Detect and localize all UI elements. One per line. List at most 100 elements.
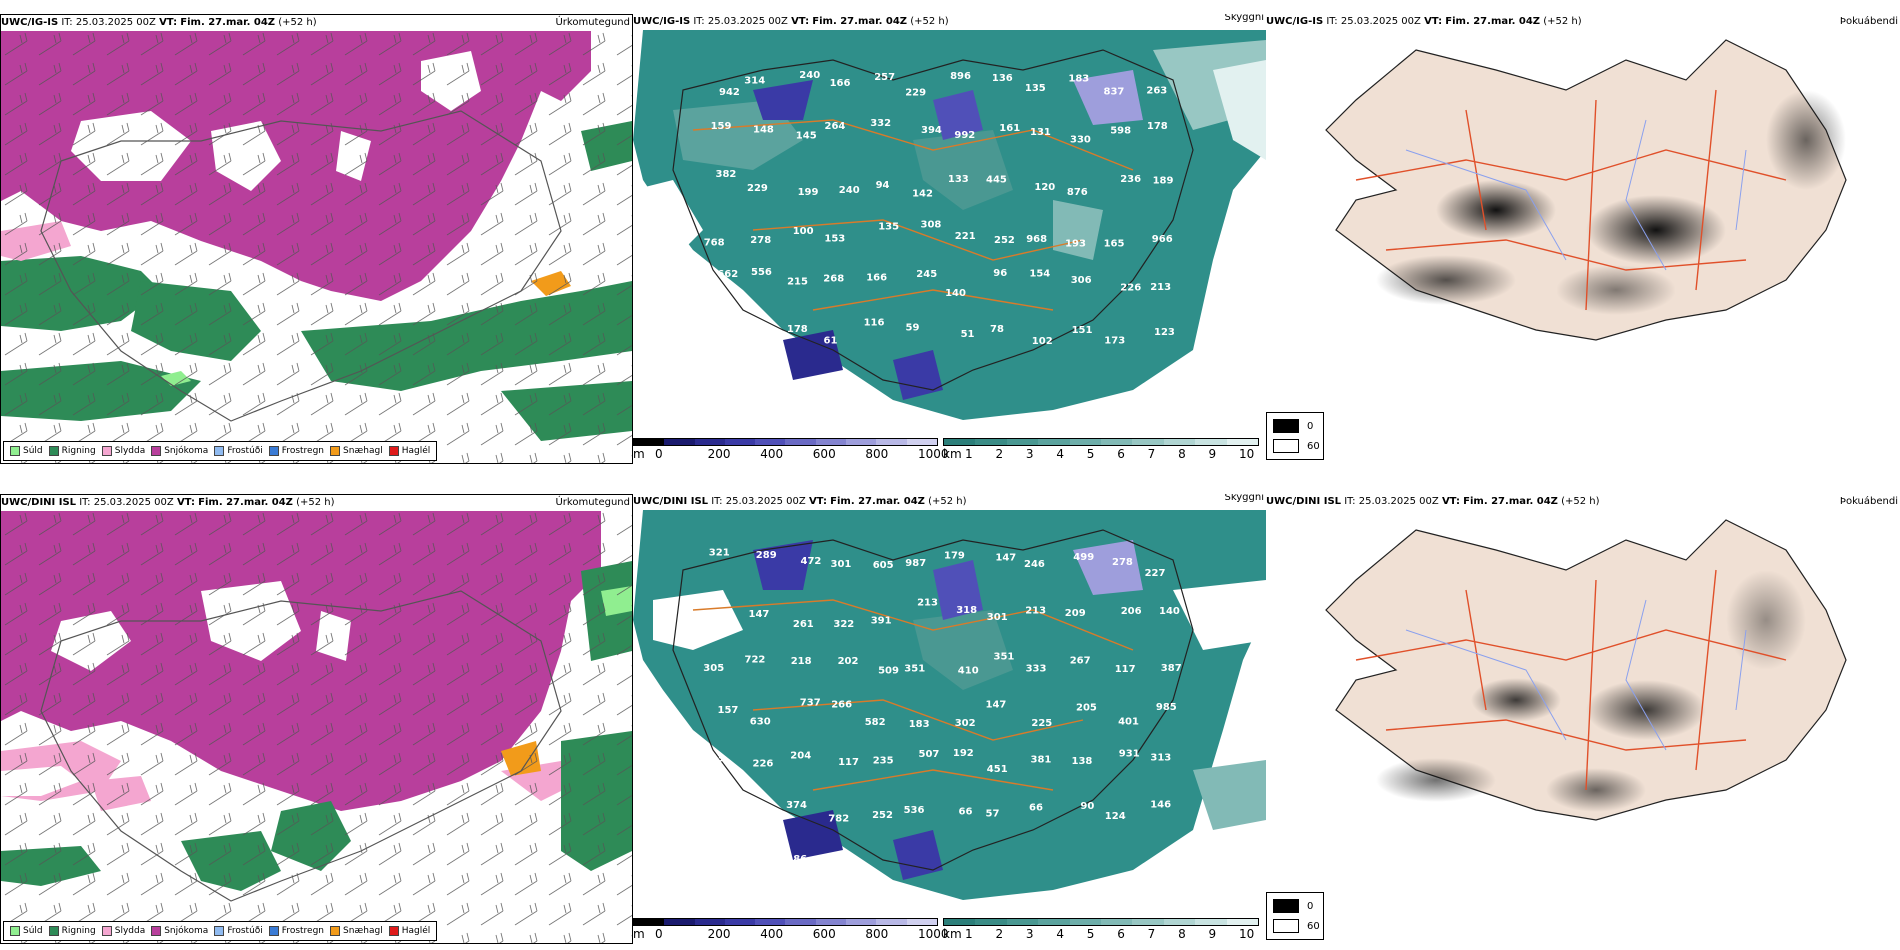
cloud-base-label: 124 [1105, 811, 1126, 822]
cloud-base-label: 142 [912, 188, 933, 199]
legend-label: Frostregn [281, 446, 325, 456]
fog-legend: 0 60 [1266, 892, 1324, 940]
visibility-colorbar: km 1 2 3 4 5 6 7 8 9 10 [943, 438, 1259, 462]
cloud-base-label: 246 [1024, 559, 1045, 570]
cloud-base-label: 605 [873, 560, 894, 571]
fog-legend-label: 60 [1307, 440, 1320, 452]
cloud-base-label: 394 [921, 125, 942, 136]
precip-type-legend: Súld Rigning Slydda Snjókoma Frostúði Fr… [3, 441, 438, 461]
cloud-base-label: 120 [1034, 182, 1055, 193]
cloud-base-label: 66 [959, 806, 973, 817]
legend-swatch [10, 446, 20, 456]
legend-label: Súld [23, 926, 43, 936]
colorbar-swatch [1006, 439, 1039, 445]
cloud-base-label: 263 [1146, 85, 1167, 96]
cloudbase-unit: m [633, 447, 645, 461]
colorbar-tick-label: 0 [655, 447, 663, 461]
cloud-base-label: 161 [999, 123, 1020, 134]
field-name: Úrkomutegund [555, 17, 630, 28]
visibility-map: 942 314 240 166 257 229 896 136 135 183 837 263 159 1… [633, 30, 1266, 440]
colorbar-swatch [876, 919, 907, 925]
legend-item: Súld [10, 446, 43, 456]
it-value: 25.03.2025 00Z [93, 497, 174, 508]
colorbar-swatch [724, 439, 756, 445]
cloud-base-label: 158 [708, 598, 729, 609]
vt-label: VT: [159, 17, 178, 28]
cloud-base-label: 213 [917, 598, 938, 609]
cloud-base-label: 598 [1110, 126, 1131, 137]
it-label: IT: [61, 17, 73, 28]
cloudbase-colorbar: m 0 200 400 600 800 1000 [633, 438, 949, 462]
cloud-base-label: 322 [833, 619, 854, 630]
cloud-base-label: 229 [905, 88, 926, 99]
cloud-base-label: 135 [878, 222, 899, 233]
visibility-panel-row2: UWC/DINI ISL IT: 25.03.2025 00Z VT: Fim.… [633, 494, 1266, 944]
cloud-base-label: 78 [990, 324, 1004, 335]
cloud-base-label: 837 [1104, 86, 1125, 97]
fog-panel-row2: UWC/DINI ISL IT: 25.03.2025 00Z VT: Fim.… [1266, 494, 1900, 944]
cloud-base-label: 213 [1025, 606, 1046, 617]
colorbar-swatch [1006, 919, 1039, 925]
cloud-base-label: 57 [986, 808, 1000, 819]
cloud-base-label: 266 [831, 700, 852, 711]
cloud-base-label: 966 [1152, 234, 1173, 245]
legend-label: Rigning [61, 446, 96, 456]
fog-legend-label: 0 [1307, 420, 1314, 432]
cloud-base-labels: 321 289 472 301 605 987 179 147 246 499 278 227 158 1… [703, 547, 1182, 866]
cloud-base-label: 132 [720, 856, 741, 867]
colorbar-tick-label: 5 [1086, 447, 1095, 461]
precip-type-legend: Súld Rigning Slydda Snjókoma Frostúði Fr… [3, 921, 438, 941]
colorbar-swatch [944, 919, 976, 925]
ptype-panel-row2: UWC/DINI ISL IT: 25.03.2025 00Z VT: Fim.… [0, 494, 633, 944]
cloud-base-label: 61 [824, 335, 838, 346]
legend-item: Frostregn [268, 446, 325, 456]
cloud-base-label: 722 [745, 655, 766, 666]
cloud-base-label: 931 [1119, 748, 1140, 759]
colorbar-swatch [1163, 439, 1196, 445]
cloud-base-label: 147 [995, 552, 1016, 563]
fog-legend-swatch [1273, 439, 1299, 453]
field-name: Þokuábendi [1839, 16, 1898, 27]
colorbar-swatch [694, 439, 725, 445]
colorbar-tick-label: 1 [965, 927, 973, 941]
legend-swatch [214, 446, 225, 456]
legend-label: Frostúði [227, 446, 263, 456]
vt-label: VT: [176, 497, 195, 508]
cloudbase-colorbar: m 0 200 400 600 800 1000 [633, 918, 949, 942]
colorbar-tick-label: 3 [1025, 447, 1034, 461]
legend-item: Frostregn [268, 926, 324, 936]
cloud-base-label: 332 [870, 118, 891, 129]
cloud-base-label: 301 [987, 612, 1008, 623]
cloud-base-label: 381 [1031, 754, 1052, 765]
colorbar-tick-label: 7 [1147, 447, 1156, 461]
it-label: IT: [1344, 496, 1356, 507]
cloud-base-label: 189 [1153, 176, 1174, 187]
colorbar-tick-label: 8 [1178, 447, 1186, 461]
fog-legend-item: 0 [1273, 899, 1313, 913]
it-value: 25.03.2025 00Z [725, 496, 806, 507]
legend-label: Snæhagl [343, 926, 383, 936]
panel-header: UWC/DINI ISL IT: 25.03.2025 00Z VT: Fim.… [1, 495, 632, 511]
colorbar-tick-label: 400 [760, 927, 784, 941]
cloud-base-label: 173 [1104, 336, 1125, 347]
vt-label: VT: [1441, 496, 1460, 507]
cloud-base-label: 131 [1030, 127, 1051, 138]
cloud-base-label: 896 [950, 71, 971, 82]
legend-swatch [48, 926, 59, 936]
cloud-base-label: 306 [1071, 275, 1092, 286]
colorbar-swatch [846, 439, 877, 445]
fog-legend-item: 60 [1273, 439, 1320, 453]
model-name: UWC/IG-IS [1266, 16, 1324, 27]
fog-map [1266, 510, 1900, 910]
cloud-base-label: 135 [1025, 83, 1046, 94]
colorbar-swatch [1069, 919, 1102, 925]
cloud-base-label: 94 [876, 180, 890, 191]
legend-swatch [330, 446, 341, 456]
cloud-base-label: 165 [1104, 238, 1125, 249]
colorbar-tick-label: 400 [760, 447, 784, 461]
visibility-bar [943, 438, 1259, 446]
colorbar-swatch [1163, 919, 1196, 925]
cloud-base-label: 66 [1029, 802, 1043, 813]
cloud-base-label: 278 [1112, 557, 1133, 568]
cloud-base-label: 192 [953, 748, 974, 759]
